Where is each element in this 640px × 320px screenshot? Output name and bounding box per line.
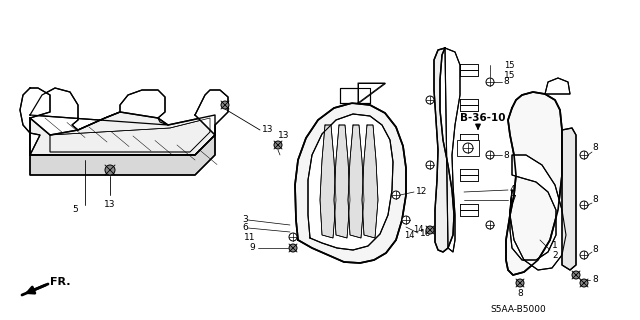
Text: 15: 15 <box>504 70 515 79</box>
Circle shape <box>486 221 494 229</box>
Polygon shape <box>340 88 370 103</box>
Circle shape <box>572 271 580 279</box>
Text: 11: 11 <box>243 233 255 242</box>
Polygon shape <box>348 125 364 238</box>
Circle shape <box>486 151 494 159</box>
Polygon shape <box>195 90 228 135</box>
Text: FR.: FR. <box>50 277 70 287</box>
Text: 6: 6 <box>243 223 248 233</box>
Polygon shape <box>30 112 215 155</box>
Polygon shape <box>506 92 562 275</box>
Polygon shape <box>30 88 168 130</box>
Text: 8: 8 <box>517 289 523 298</box>
Polygon shape <box>510 155 566 270</box>
Text: 8: 8 <box>503 150 509 159</box>
Circle shape <box>274 141 282 149</box>
Text: 5: 5 <box>72 205 78 214</box>
Text: 4: 4 <box>510 186 516 195</box>
Polygon shape <box>30 135 215 175</box>
Polygon shape <box>295 103 406 263</box>
Text: 7: 7 <box>510 196 516 204</box>
Text: 2: 2 <box>552 251 557 260</box>
Text: 8: 8 <box>592 143 598 153</box>
Text: 8: 8 <box>592 196 598 204</box>
Circle shape <box>516 279 524 287</box>
Circle shape <box>486 78 494 86</box>
Circle shape <box>392 191 400 199</box>
Polygon shape <box>362 125 378 238</box>
Polygon shape <box>20 88 50 155</box>
Polygon shape <box>562 128 576 270</box>
Text: 13: 13 <box>262 125 273 134</box>
Circle shape <box>580 201 588 209</box>
Text: 14: 14 <box>404 230 415 239</box>
Polygon shape <box>358 83 385 103</box>
Text: 14: 14 <box>413 226 424 235</box>
Circle shape <box>580 279 588 287</box>
Text: 1: 1 <box>552 241 557 250</box>
Circle shape <box>580 151 588 159</box>
Text: 9: 9 <box>249 244 255 252</box>
Text: 12: 12 <box>416 188 428 196</box>
Text: 8: 8 <box>503 77 509 86</box>
Circle shape <box>289 233 297 241</box>
Polygon shape <box>320 125 336 238</box>
Text: 13: 13 <box>104 200 116 209</box>
Text: 15: 15 <box>504 60 515 69</box>
Circle shape <box>463 143 473 153</box>
Polygon shape <box>434 48 454 252</box>
Circle shape <box>289 244 297 252</box>
Polygon shape <box>334 125 350 238</box>
Polygon shape <box>545 78 570 94</box>
Text: 13: 13 <box>278 131 289 140</box>
Circle shape <box>426 226 434 234</box>
Text: 3: 3 <box>243 215 248 225</box>
Circle shape <box>402 216 410 224</box>
Polygon shape <box>308 114 393 250</box>
Text: 10: 10 <box>420 228 431 237</box>
Text: B-36-10: B-36-10 <box>460 113 506 123</box>
FancyBboxPatch shape <box>457 140 479 156</box>
Text: 8: 8 <box>592 245 598 254</box>
Circle shape <box>426 161 434 169</box>
Circle shape <box>105 165 115 175</box>
Text: 8: 8 <box>592 276 598 284</box>
Circle shape <box>221 101 229 109</box>
Circle shape <box>426 96 434 104</box>
Circle shape <box>580 251 588 259</box>
Text: S5AA-B5000: S5AA-B5000 <box>490 306 546 315</box>
